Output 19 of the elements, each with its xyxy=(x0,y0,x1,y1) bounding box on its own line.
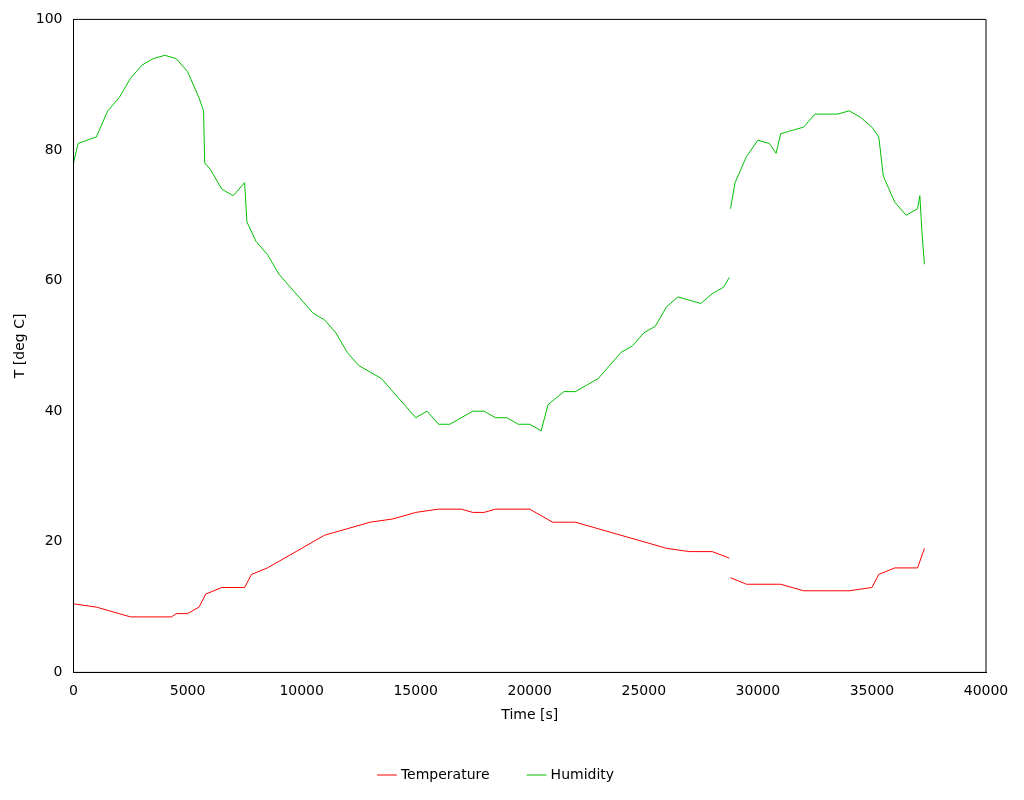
x-tick-label: 40000 xyxy=(963,682,1009,699)
x-tick-label: 10000 xyxy=(279,682,324,699)
x-tick-label: 0 xyxy=(69,682,78,699)
x-tick-label: 35000 xyxy=(849,682,895,699)
x-tick-label: 25000 xyxy=(621,682,667,699)
y-tick-label: 40 xyxy=(44,401,63,418)
y-tick-label: 80 xyxy=(44,140,63,157)
y-tick-label: 20 xyxy=(44,532,63,549)
y-tick-label: 100 xyxy=(35,10,63,27)
legend-label: Humidity xyxy=(550,765,615,782)
legend-label: Temperature xyxy=(399,765,490,782)
y-axis-title: T [deg C] xyxy=(11,313,28,380)
x-tick-label: 5000 xyxy=(169,682,206,699)
x-tick-label: 30000 xyxy=(735,682,781,699)
y-tick-label: 60 xyxy=(44,271,63,288)
x-axis-title: Time [s] xyxy=(500,706,559,723)
x-tick-label: 15000 xyxy=(393,682,438,699)
x-tick-label: 20000 xyxy=(507,682,553,699)
y-tick-label: 0 xyxy=(53,663,63,680)
